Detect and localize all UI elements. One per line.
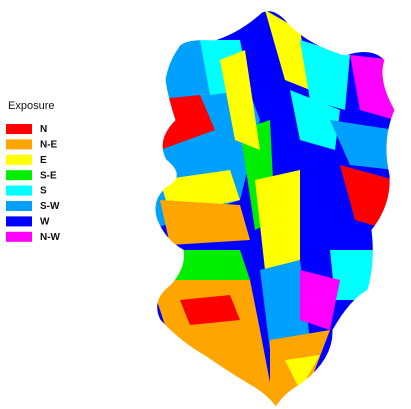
- legend-label: N-W: [40, 232, 61, 243]
- legend: Exposure N N-E E S-E S S-W W N-W: [6, 100, 61, 243]
- legend-label: E: [40, 155, 47, 166]
- page: {"legend": {"title": "Exposure", "items"…: [0, 0, 411, 409]
- legend-swatch: [6, 124, 32, 134]
- legend-swatch: [6, 139, 32, 149]
- map-figure: Exposure N N-E E S-E S S-W W N-W: [0, 0, 411, 409]
- legend-swatch: [6, 201, 32, 211]
- legend-swatch: [6, 155, 32, 165]
- legend-label: N: [40, 124, 47, 135]
- legend-swatch: [6, 232, 32, 242]
- legend-label: W: [40, 217, 50, 228]
- legend-label: N-E: [40, 140, 58, 151]
- legend-title: Exposure: [8, 100, 54, 112]
- legend-swatch: [6, 170, 32, 180]
- legend-swatch: [6, 216, 32, 226]
- exposure-map: [150, 0, 400, 409]
- legend-label: S-E: [40, 170, 57, 181]
- legend-swatch: [6, 186, 32, 196]
- legend-label: S-W: [40, 201, 60, 212]
- legend-label: S: [40, 186, 47, 197]
